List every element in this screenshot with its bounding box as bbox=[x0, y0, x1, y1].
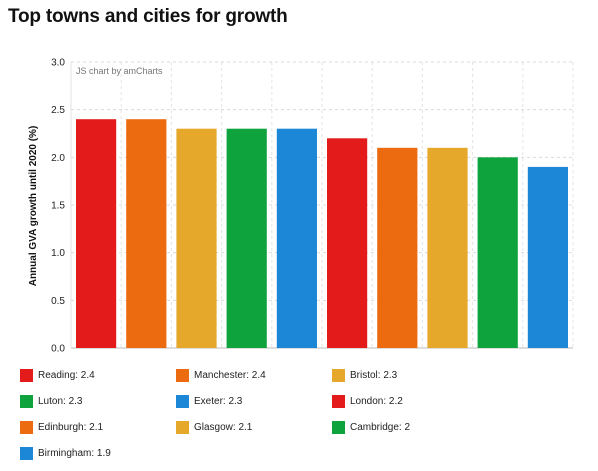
legend-swatch bbox=[332, 394, 345, 408]
bar-luton[interactable] bbox=[226, 128, 267, 348]
legend-label: London: 2.2 bbox=[350, 395, 403, 407]
legend-item-luton[interactable]: Luton: 2.3 bbox=[20, 388, 176, 414]
legend-label: Edinburgh: 2.1 bbox=[38, 421, 104, 433]
chart-credit[interactable]: JS chart by amCharts bbox=[76, 66, 163, 76]
y-tick-label: 2.5 bbox=[51, 105, 65, 116]
legend-item-bristol[interactable]: Bristol: 2.3 bbox=[332, 362, 488, 388]
legend-item-manchester[interactable]: Manchester: 2.4 bbox=[176, 362, 332, 388]
y-tick-label: 2.0 bbox=[51, 153, 65, 164]
legend-swatch bbox=[176, 394, 189, 408]
legend-item-cambridge[interactable]: Cambridge: 2 bbox=[332, 414, 488, 440]
legend-label: Luton: 2.3 bbox=[38, 395, 83, 407]
legend-swatch bbox=[332, 368, 345, 382]
bar-cambridge[interactable] bbox=[477, 157, 518, 348]
legend-swatch bbox=[20, 420, 33, 434]
y-tick-label: 1.5 bbox=[51, 201, 65, 212]
bar-bristol[interactable] bbox=[176, 128, 217, 348]
legend-swatch bbox=[20, 446, 33, 460]
legend-label: Bristol: 2.3 bbox=[350, 369, 398, 381]
legend-item-birmingham[interactable]: Birmingham: 1.9 bbox=[20, 440, 176, 466]
y-tick-label: 0.5 bbox=[51, 296, 65, 307]
legend-swatch bbox=[20, 394, 33, 408]
bar-edinburgh[interactable] bbox=[377, 147, 418, 348]
legend-item-london[interactable]: London: 2.2 bbox=[332, 388, 488, 414]
legend-item-glasgow[interactable]: Glasgow: 2.1 bbox=[176, 414, 332, 440]
legend-swatch bbox=[176, 368, 189, 382]
legend-label: Exeter: 2.3 bbox=[194, 395, 243, 407]
legend-swatch bbox=[332, 420, 345, 434]
legend-label: Manchester: 2.4 bbox=[194, 369, 266, 381]
legend-label: Birmingham: 1.9 bbox=[38, 447, 111, 459]
legend-label: Cambridge: 2 bbox=[350, 421, 411, 433]
page-title: Top towns and cities for growth bbox=[8, 6, 288, 27]
bar-glasgow[interactable] bbox=[427, 147, 468, 348]
legend-item-edinburgh[interactable]: Edinburgh: 2.1 bbox=[20, 414, 176, 440]
chart-bars bbox=[76, 119, 568, 348]
legend-swatch bbox=[20, 368, 33, 382]
bar-exeter[interactable] bbox=[276, 128, 317, 348]
bar-chart: 0.0 0.5 1.0 1.5 2.0 2.5 3.0 JS chart by amChar… bbox=[28, 58, 574, 355]
chart-legend: Reading: 2.4 Manchester: 2.4 Bristol: 2.3 L… bbox=[20, 362, 580, 466]
bar-birmingham[interactable] bbox=[527, 166, 568, 348]
y-tick-label: 0.0 bbox=[51, 344, 65, 355]
y-tick-label: 3.0 bbox=[51, 58, 65, 69]
legend-swatch bbox=[176, 420, 189, 434]
legend-label: Reading: 2.4 bbox=[38, 369, 95, 381]
legend-item-reading[interactable]: Reading: 2.4 bbox=[20, 362, 176, 388]
bar-manchester[interactable] bbox=[126, 119, 167, 348]
bar-london[interactable] bbox=[327, 138, 368, 348]
legend-label: Glasgow: 2.1 bbox=[194, 421, 253, 433]
y-tick-label: 1.0 bbox=[51, 248, 65, 259]
y-axis-ticks: 0.0 0.5 1.0 1.5 2.0 2.5 3.0 bbox=[51, 58, 65, 355]
y-axis-title: Annual GVA growth until 2020 (%) bbox=[28, 126, 39, 287]
bar-reading[interactable] bbox=[76, 119, 117, 348]
legend-item-exeter[interactable]: Exeter: 2.3 bbox=[176, 388, 332, 414]
